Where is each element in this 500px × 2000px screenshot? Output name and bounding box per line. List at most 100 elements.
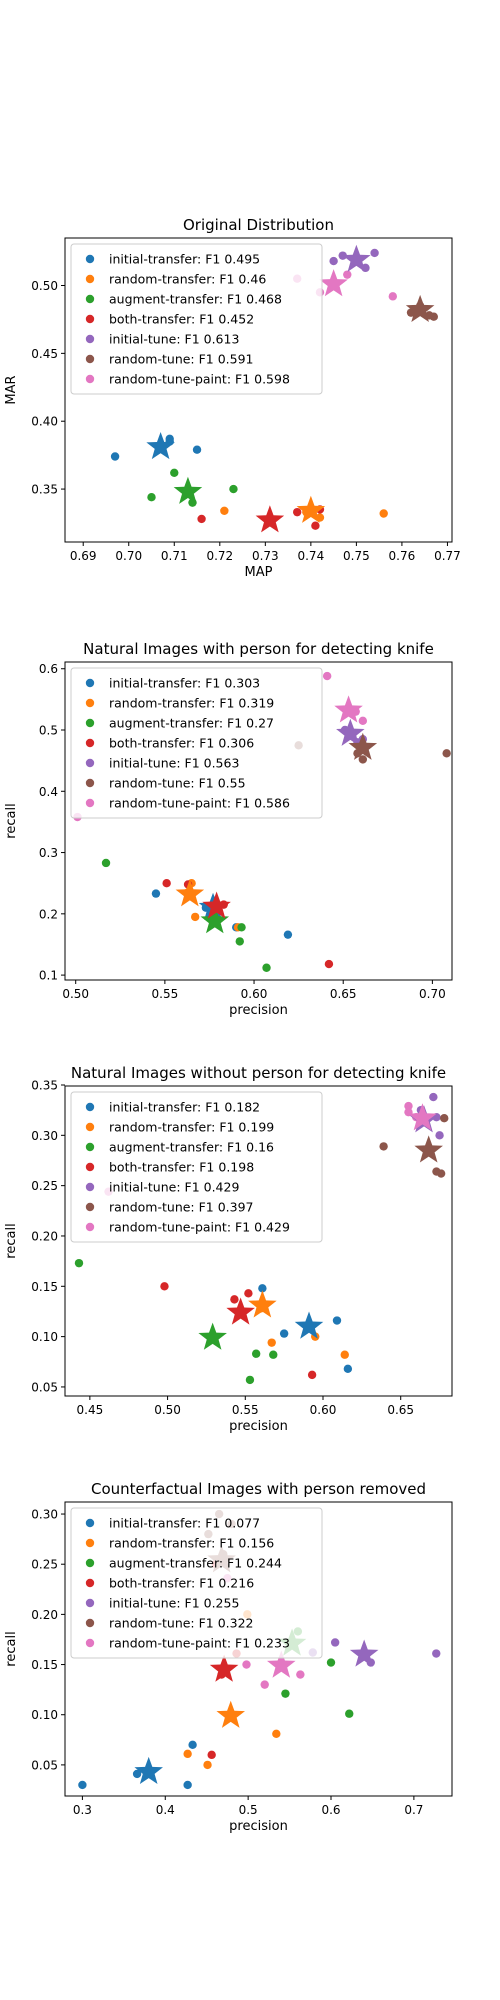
x-tick-label: 0.50 xyxy=(154,1403,181,1417)
x-tick-label: 0.69 xyxy=(70,549,97,563)
mean-star-both-transfer xyxy=(255,505,285,533)
legend-label-random-tune-paint: random-tune-paint: F1 0.429 xyxy=(109,1220,290,1235)
data-point-random-tune-1 xyxy=(442,749,451,758)
data-point-initial-transfer-2 xyxy=(132,1769,142,1779)
y-axis-label: recall xyxy=(4,1631,19,1666)
legend-label-initial-transfer: initial-transfer: F1 0.303 xyxy=(109,676,260,691)
chart-1: Original Distribution initial-transfer: F… xyxy=(4,216,461,580)
y-tick-label: 0.10 xyxy=(31,1330,58,1344)
legend-label-initial-tune: initial-tune: F1 0.255 xyxy=(109,1596,239,1611)
mean-star-random-tune-paint xyxy=(267,1650,296,1678)
chart-title: Natural Images with person for detecting… xyxy=(83,640,434,658)
mean-star-random-tune-paint xyxy=(334,695,363,723)
y-tick-label: 0.25 xyxy=(31,1558,58,1572)
data-point-both-transfer-1 xyxy=(207,1750,216,1760)
data-point-augment-transfer-4 xyxy=(229,484,238,494)
legend-marker-both-transfer xyxy=(85,314,95,324)
legend-label-random-transfer: random-transfer: F1 0.199 xyxy=(109,1120,274,1135)
data-point-augment-transfer-1 xyxy=(74,1258,84,1268)
x-axis-label: precision xyxy=(229,1419,288,1434)
data-points xyxy=(110,244,438,533)
x-tick-label: 0.60 xyxy=(310,1403,337,1417)
legend-marker-random-tune xyxy=(85,778,95,788)
y-tick-label: 0.20 xyxy=(31,1229,58,1243)
data-point-both-transfer-3 xyxy=(244,1289,253,1298)
mean-star-both-transfer xyxy=(209,1654,239,1682)
data-point-initial-transfer-3 xyxy=(183,1780,192,1790)
legend: initial-transfer: F1 0.495 random-transfe… xyxy=(70,243,323,395)
data-point-random-tune-paint-1 xyxy=(404,1101,413,1111)
data-point-initial-tune-4 xyxy=(370,248,379,258)
x-axis-label: MAP xyxy=(245,565,273,580)
data-point-random-transfer-3 xyxy=(272,1729,281,1738)
mean-star-random-transfer xyxy=(216,1700,245,1728)
y-tick-label: 0.25 xyxy=(31,1179,58,1193)
chart-2: Natural Images with person for detecting… xyxy=(4,640,453,1018)
y-tick-label: 0.6 xyxy=(39,662,58,676)
data-point-initial-tune-1 xyxy=(329,256,338,266)
legend-label-initial-tune: initial-tune: F1 0.429 xyxy=(109,1180,239,1195)
x-tick-label: 0.76 xyxy=(389,549,416,563)
legend-label-random-transfer: random-transfer: F1 0.46 xyxy=(109,272,266,287)
data-point-augment-transfer-3 xyxy=(251,1349,261,1358)
legend-marker-initial-transfer xyxy=(85,678,95,688)
mean-star-random-tune xyxy=(414,1135,443,1163)
legend-marker-initial-tune xyxy=(85,334,95,344)
legend-label-augment-transfer: augment-transfer: F1 0.27 xyxy=(109,716,274,731)
data-point-augment-transfer-2 xyxy=(326,1658,336,1667)
y-tick-label: 0.2 xyxy=(39,907,58,921)
chart-title: Counterfactual Images with person remove… xyxy=(91,1480,426,1498)
legend-label-both-transfer: both-transfer: F1 0.216 xyxy=(109,1576,254,1591)
x-tick-label: 0.6 xyxy=(321,1803,340,1817)
data-point-random-transfer-2 xyxy=(190,912,200,922)
mean-star-initial-tune xyxy=(336,718,365,746)
legend-marker-random-tune xyxy=(85,1618,95,1628)
y-axis-label: MAR xyxy=(4,375,19,404)
data-point-augment-transfer-1 xyxy=(147,493,156,502)
x-tick-label: 0.72 xyxy=(206,549,233,563)
x-tick-label: 0.60 xyxy=(241,987,268,1001)
mean-star-both-transfer xyxy=(202,891,231,919)
chart-4: Counterfactual Images with person remove… xyxy=(4,1480,453,1834)
data-point-random-tune-paint-3 xyxy=(343,270,352,279)
data-point-both-transfer-3 xyxy=(311,521,320,530)
y-axis-label: recall xyxy=(4,1223,19,1258)
data-point-initial-tune-1 xyxy=(330,1638,340,1647)
data-point-initial-transfer-4 xyxy=(151,889,161,898)
legend-marker-random-tune-paint xyxy=(85,374,95,384)
x-tick-label: 0.75 xyxy=(343,549,370,563)
y-tick-label: 0.45 xyxy=(31,347,58,361)
mean-star-initial-tune xyxy=(342,244,371,272)
y-tick-label: 0.10 xyxy=(31,1708,58,1722)
x-tick-label: 0.7 xyxy=(404,1803,423,1817)
data-point-initial-transfer-1 xyxy=(258,1284,267,1293)
legend-marker-initial-tune xyxy=(85,1598,95,1608)
legend-marker-initial-tune xyxy=(85,1182,95,1192)
data-point-random-tune-paint-3 xyxy=(242,1660,251,1669)
legend-marker-random-transfer xyxy=(85,1122,95,1132)
x-tick-label: 0.5 xyxy=(239,1803,258,1817)
data-point-both-transfer-1 xyxy=(162,878,171,888)
data-point-initial-tune-3 xyxy=(432,1649,441,1658)
data-points xyxy=(73,671,451,972)
y-tick-label: 0.20 xyxy=(31,1608,58,1622)
chart-3: Natural Images without person for detect… xyxy=(4,1064,453,1434)
legend-label-random-tune: random-tune: F1 0.397 xyxy=(109,1200,254,1215)
legend-label-both-transfer: both-transfer: F1 0.306 xyxy=(109,736,254,751)
legend-marker-random-transfer xyxy=(85,274,95,284)
data-point-both-transfer-2 xyxy=(230,1295,239,1304)
plot-frame xyxy=(64,1501,453,1797)
data-point-initial-tune-2 xyxy=(429,1092,438,1102)
legend-label-initial-transfer: initial-transfer: F1 0.495 xyxy=(109,252,260,267)
legend-marker-random-tune-paint xyxy=(85,798,95,808)
x-tick-label: 0.4 xyxy=(156,1803,175,1817)
y-tick-label: 0.15 xyxy=(31,1658,58,1672)
data-point-augment-transfer-2 xyxy=(245,1375,255,1385)
data-point-random-tune-4 xyxy=(429,312,438,321)
legend-box xyxy=(70,1091,323,1243)
x-tick-label: 0.55 xyxy=(152,987,179,1001)
y-tick-label: 0.15 xyxy=(31,1280,58,1294)
data-point-both-transfer-1 xyxy=(160,1282,169,1291)
data-point-initial-transfer-1 xyxy=(78,1780,87,1790)
y-tick-label: 0.05 xyxy=(31,1758,58,1772)
